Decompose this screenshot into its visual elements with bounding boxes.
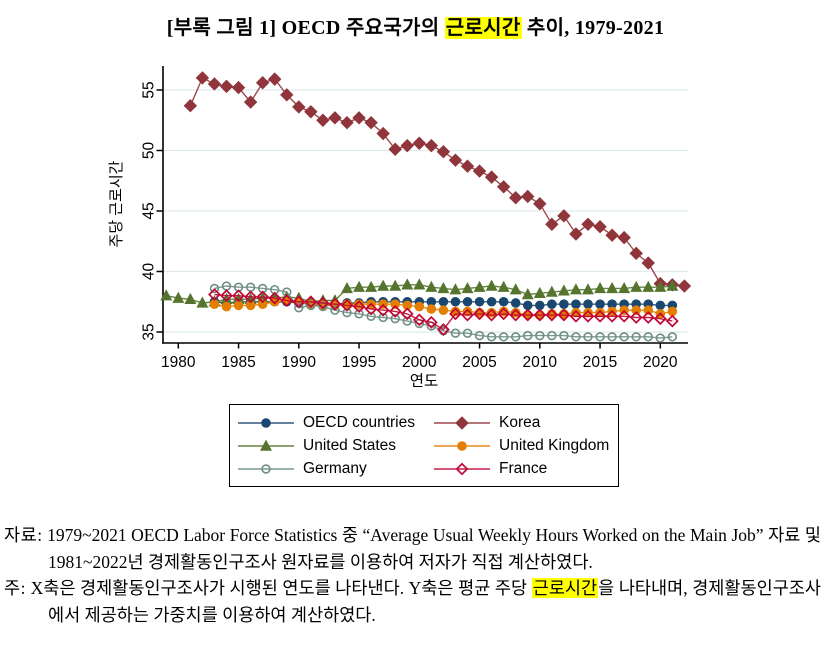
legend-marker-united-kingdom bbox=[434, 440, 490, 451]
y-tick-label-35: 35 bbox=[141, 323, 158, 340]
title-prefix: [부록 그림 1] OECD 주요국가의 bbox=[166, 17, 445, 39]
title-highlight: 근로시간 bbox=[444, 17, 522, 39]
chart-legend: OECD countries Korea United States United K… bbox=[229, 404, 619, 487]
title-suffix: 추이, 1979-2021 bbox=[521, 17, 665, 39]
x-tick-label-1985: 1985 bbox=[221, 354, 255, 371]
method-note: 주: X축은 경제활동인구조사가 시행된 연도를 나타낸다. Y축은 평균 주당… bbox=[4, 575, 821, 628]
y-tick-label-40: 40 bbox=[141, 263, 158, 281]
legend-item-france: France bbox=[434, 459, 612, 478]
legend-label-germany: Germany bbox=[303, 459, 367, 477]
x-tick-label-2005: 2005 bbox=[462, 354, 496, 371]
gridlines bbox=[164, 89, 688, 333]
legend-item-korea: Korea bbox=[434, 413, 612, 432]
y-tick-label-45: 45 bbox=[141, 202, 158, 219]
series-korea bbox=[183, 71, 692, 293]
x-tick-label-2000: 2000 bbox=[402, 354, 437, 371]
note-label: 주: bbox=[4, 578, 26, 599]
source-label: 자료: bbox=[4, 525, 43, 545]
x-tick-label-2015: 2015 bbox=[583, 354, 617, 371]
y-tick-label-50: 50 bbox=[141, 142, 158, 160]
axes: 1980 1985 1990 1995 2000 2005 2010 2015 2020 35 40… bbox=[108, 66, 688, 390]
figure-page: [부록 그림 1] OECD 주요국가의 근로시간 추이, 1979-2021 … bbox=[0, 0, 831, 628]
legend-label-france: France bbox=[499, 459, 548, 477]
legend-label-korea: Korea bbox=[499, 413, 541, 431]
legend-item-united-states: United States bbox=[238, 436, 434, 455]
legend-marker-united-states bbox=[238, 439, 294, 451]
chart-area: 1980 1985 1990 1995 2000 2005 2010 2015 2020 35 40… bbox=[0, 42, 831, 487]
series-korea-line bbox=[189, 76, 685, 287]
legend-label-united-kingdom: United Kingdom bbox=[499, 436, 610, 454]
x-tick-label-2020: 2020 bbox=[643, 354, 678, 371]
x-tick-label-1990: 1990 bbox=[282, 354, 317, 371]
x-tick-label-1980: 1980 bbox=[161, 354, 196, 371]
note-highlight: 근로시간 bbox=[531, 578, 599, 599]
legend-item-united-kingdom: United Kingdom bbox=[434, 436, 612, 455]
series-united-states bbox=[160, 278, 679, 308]
legend-marker-korea bbox=[434, 415, 490, 430]
y-tick-label-55: 55 bbox=[141, 81, 158, 98]
line-chart-svg: 1980 1985 1990 1995 2000 2005 2010 2015 2020 35 40… bbox=[108, 66, 692, 390]
note-text-after: 을 나타내며, 경제활동인구조사에서 제공하는 가중치를 이용하여 계산하였다. bbox=[48, 578, 821, 625]
x-tick-label-2010: 2010 bbox=[523, 354, 558, 371]
note-text-before: X축은 경제활동인구조사가 시행된 연도를 나타낸다. Y축은 평균 주당 bbox=[30, 578, 532, 599]
legend-item-germany: Germany bbox=[238, 459, 434, 478]
legend-marker-oecd-countries bbox=[238, 417, 294, 428]
source-note: 자료: 1979~2021 OECD Labor Force Statistic… bbox=[4, 522, 821, 575]
legend-label-united-states: United States bbox=[303, 436, 397, 454]
y-axis-title: 주당 근로시간 bbox=[108, 160, 125, 247]
x-tick-label-1995: 1995 bbox=[342, 354, 376, 371]
legend-item-oecd-countries: OECD countries bbox=[238, 413, 434, 432]
source-text: 1979~2021 OECD Labor Force Statistics 중 … bbox=[47, 525, 821, 572]
legend-marker-france bbox=[434, 462, 490, 475]
x-axis-title: 연도 bbox=[410, 372, 439, 390]
legend-label-oecd-countries: OECD countries bbox=[303, 413, 415, 431]
figure-title: [부록 그림 1] OECD 주요국가의 근로시간 추이, 1979-2021 bbox=[0, 0, 831, 40]
series-france bbox=[208, 288, 679, 336]
legend-marker-germany bbox=[238, 463, 294, 474]
figure-notes: 자료: 1979~2021 OECD Labor Force Statistic… bbox=[0, 522, 831, 628]
